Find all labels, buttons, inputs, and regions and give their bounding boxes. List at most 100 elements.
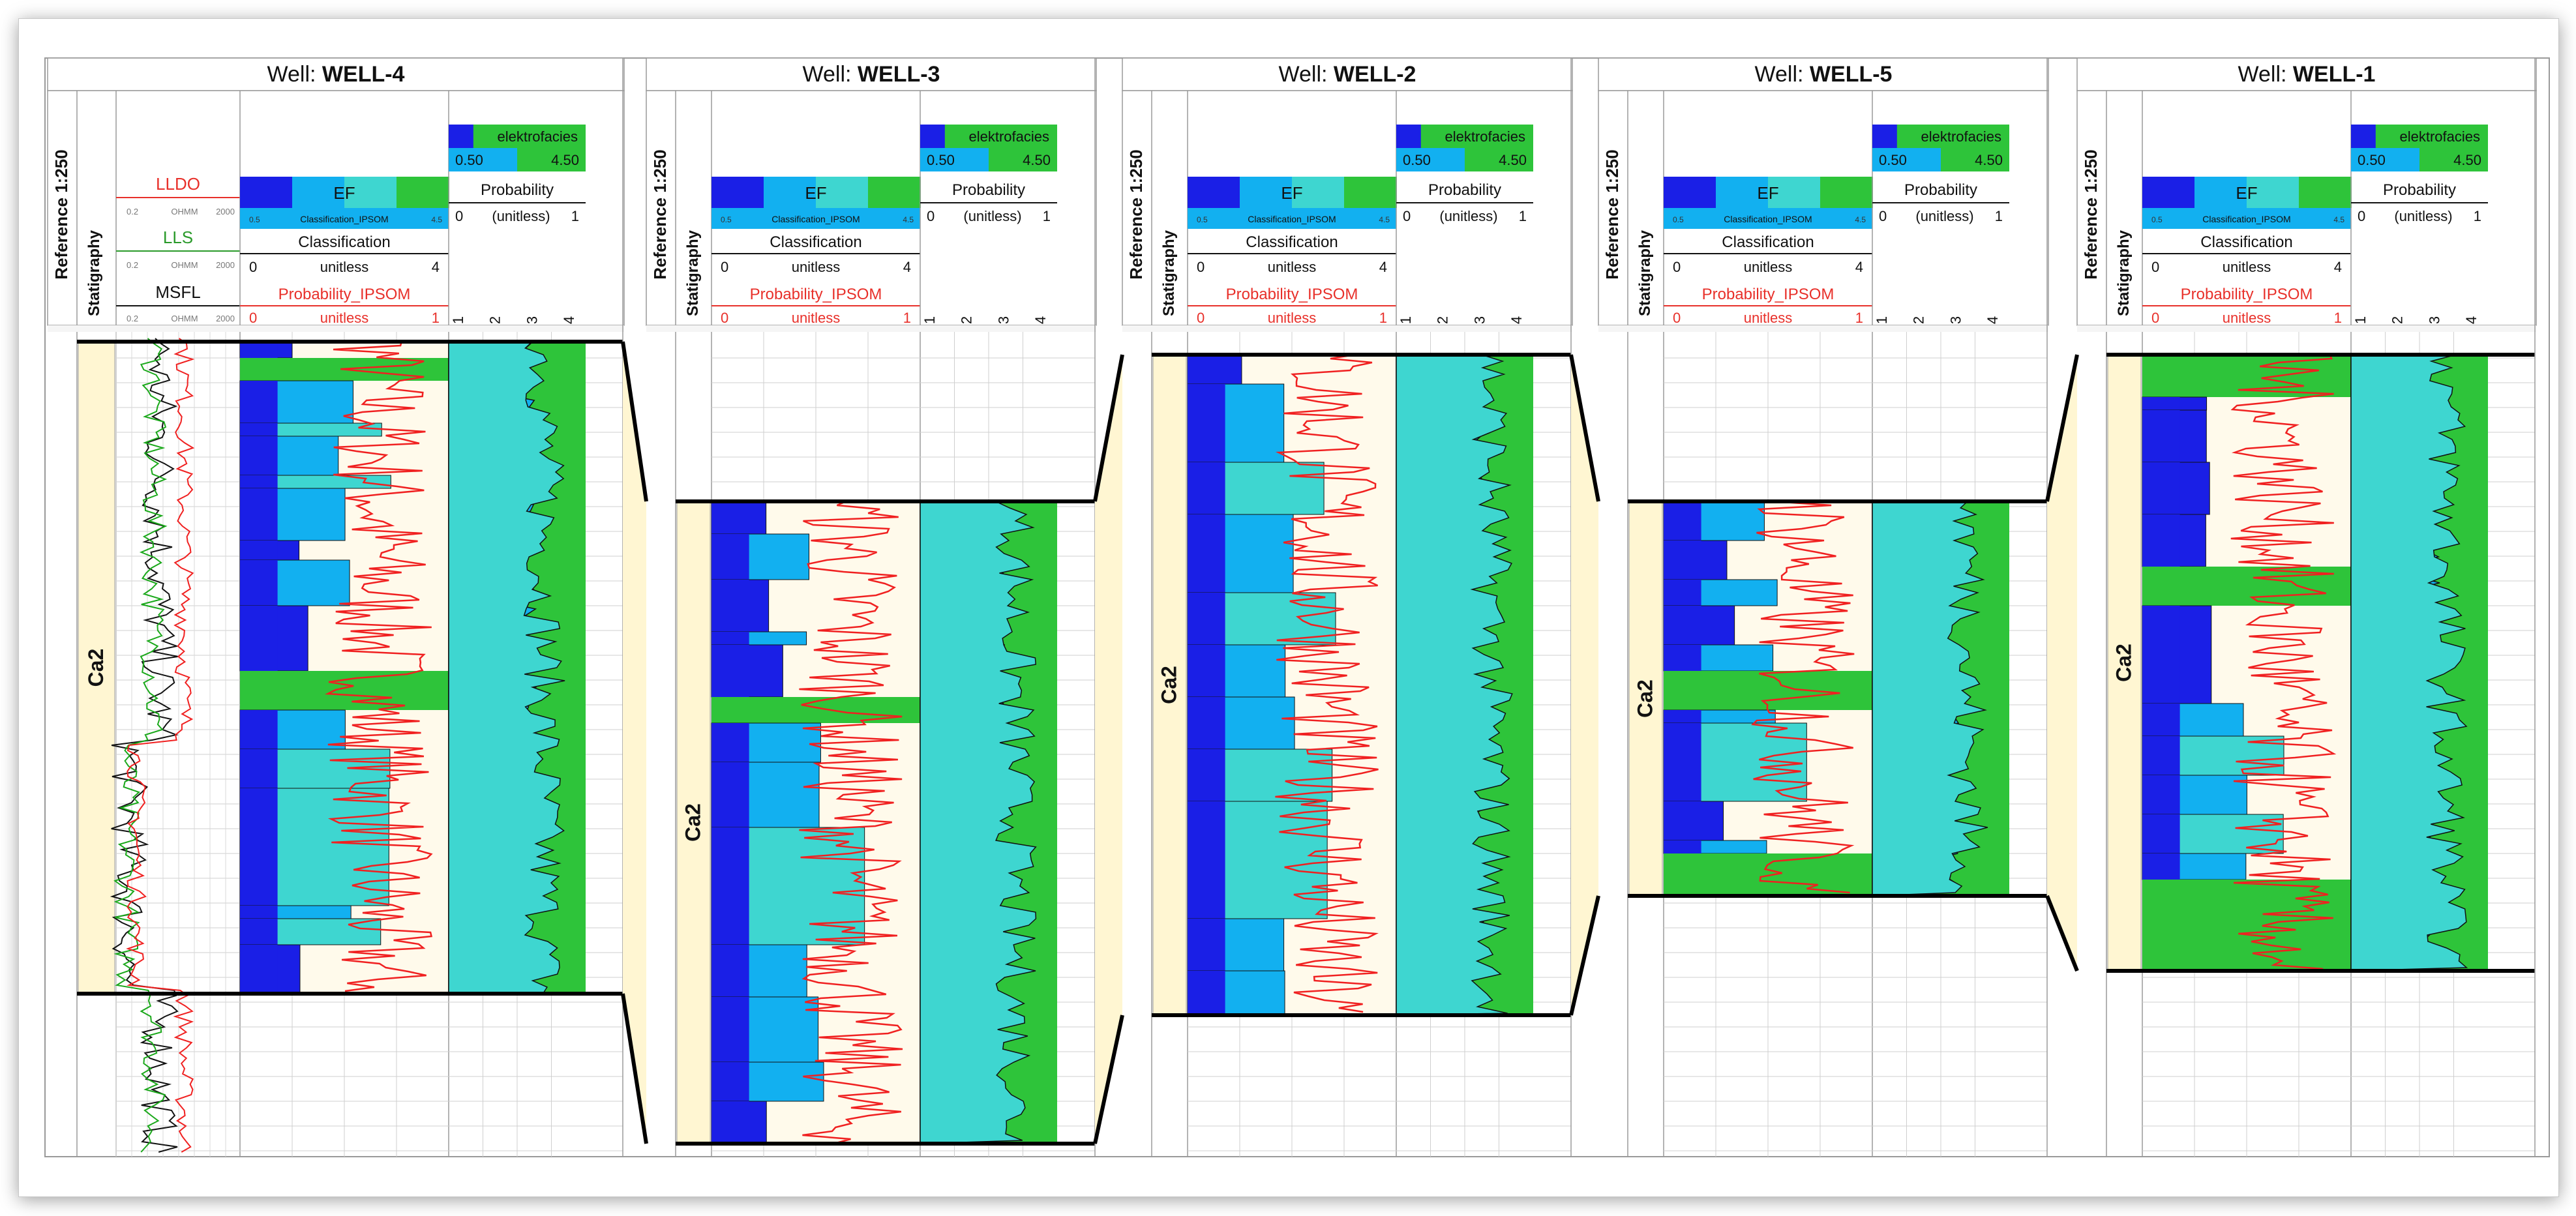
classification-title: Classification [770, 233, 861, 251]
ef-class-base [240, 560, 278, 606]
well-prefix: Well: [1279, 62, 1334, 87]
zone-label-ca2: Ca2 [1634, 679, 1657, 718]
prob-max: 1 [1519, 208, 1527, 224]
ef-class-base [1664, 606, 1701, 645]
elektrofacies-title: elektrofacies [968, 128, 1049, 145]
reference-label: Reference 1:250 [52, 149, 71, 279]
prob-tick-label: 4 [1984, 316, 2001, 324]
elek-min: 0.50 [2358, 152, 2386, 168]
zone-label-ca2: Ca2 [84, 649, 108, 687]
class-unit: unitless [792, 259, 841, 275]
ef-class-base [2142, 514, 2180, 567]
prob-ipsom-max: 1 [903, 310, 911, 326]
class-min: 0 [1673, 259, 1681, 275]
elek-max: 4.50 [2453, 152, 2481, 168]
ef-class-base [2142, 567, 2180, 606]
stratigraphy-label: Statigraphy [684, 230, 702, 316]
ef-class-base [711, 827, 749, 945]
class-unit: unitless [1268, 259, 1317, 275]
ef-class-base [1188, 384, 1225, 462]
prob-area-layer [920, 501, 1037, 1144]
ef-color-swatch [816, 177, 869, 208]
prob-max: 1 [1995, 208, 2003, 224]
ef-class-base [711, 645, 749, 697]
class-max: 4 [903, 259, 911, 275]
prob-tick-label: 1 [921, 316, 938, 324]
correlation-fill-ca2 [1095, 355, 1122, 1144]
ef-class-base [1188, 355, 1225, 384]
well-prefix: Well: [2238, 62, 2293, 87]
ef-min: 0.5 [249, 215, 260, 224]
prob-ipsom-unit: unitless [320, 310, 369, 326]
class-unit: unitless [1744, 259, 1793, 275]
prob-tick-label: 2 [1911, 316, 1927, 324]
ef-color-swatch [1240, 177, 1293, 208]
elek-min: 0.50 [927, 152, 955, 168]
ef-class-base [1188, 645, 1225, 697]
ef-color-swatch [1188, 177, 1240, 208]
ef-class-base [240, 919, 278, 945]
lls-min: 0.2 [127, 260, 138, 270]
ef-class-base [2142, 355, 2180, 397]
well-name: WELL-3 [858, 62, 940, 87]
ef-class-base [240, 342, 278, 358]
ef-color-swatch [397, 177, 449, 208]
prob-unit: (unitless) [1915, 208, 1973, 224]
msfl-unit: OHMM [171, 314, 198, 323]
ef-color-swatch [1292, 177, 1345, 208]
probability-title: Probability [952, 181, 1025, 199]
ef-class-base [240, 710, 278, 749]
classification-title: Classification [1722, 233, 1814, 251]
msfl-max: 2000 [216, 314, 235, 323]
prob-max: 1 [571, 208, 579, 224]
prob-tick-label: 4 [561, 316, 577, 324]
lls-unit: OHMM [171, 260, 198, 270]
class-max: 4 [1855, 259, 1863, 275]
ef-color-swatch [1716, 177, 1769, 208]
header-gap [2077, 325, 2536, 332]
class-max: 4 [1379, 259, 1387, 275]
prob-ipsom-unit: unitless [792, 310, 841, 326]
well-title: Well: WELL-1 [2238, 62, 2376, 87]
lls-max: 2000 [216, 260, 235, 270]
prob-min: 0 [2358, 208, 2365, 224]
well-title: Well: WELL-3 [803, 62, 940, 87]
prob-min: 0 [927, 208, 935, 224]
ef-class-base [2142, 606, 2180, 704]
ef-class-base [240, 671, 278, 710]
ef-curve-name: Classification_IPSOM [1248, 214, 1336, 224]
ef-class-base [1188, 514, 1225, 593]
ef-color-swatch [711, 177, 764, 208]
ef-class-base [240, 423, 278, 436]
well-title-bar [646, 57, 1097, 91]
ef-max: 4.5 [1855, 215, 1866, 224]
classification-title: Classification [2200, 233, 2292, 251]
ef-class-base [240, 788, 278, 906]
well-prefix: Well: [267, 62, 322, 87]
ef-color-swatch [1768, 177, 1821, 208]
ef-curve-strip [2142, 208, 2351, 229]
lls-curve-label: LLS [163, 228, 193, 247]
ef-class-base [240, 381, 278, 423]
llds-curve-label: LLDO [156, 174, 200, 194]
ef-class-base [1664, 723, 1701, 801]
well-title-bar [2076, 57, 2537, 91]
well-title: Well: WELL-5 [1755, 62, 1893, 87]
prob-ipsom-title: Probability_IPSOM [1702, 286, 1835, 303]
ef-color-swatch [240, 177, 293, 208]
well-title: Well: WELL-4 [267, 62, 405, 87]
prob-min: 0 [1403, 208, 1411, 224]
ef-class-base [1664, 671, 1701, 710]
ef-min: 0.5 [721, 215, 732, 224]
ef-class-base [1188, 801, 1225, 919]
elek-max: 4.50 [1975, 152, 2003, 168]
ef-class-base [2142, 397, 2180, 410]
prob-ipsom-curve [799, 500, 903, 1144]
ef-class-base [711, 534, 749, 580]
ef-title: EF [805, 183, 826, 203]
well-correlation-panel: Well: WELL-4 Reference 1:250 Statigraphy LL… [44, 57, 2550, 1157]
ef-class-base [2142, 736, 2180, 775]
prob-ipsom-curve [1275, 353, 1379, 1013]
ef-class-base [240, 358, 278, 381]
elek-min: 0.50 [1879, 152, 1907, 168]
